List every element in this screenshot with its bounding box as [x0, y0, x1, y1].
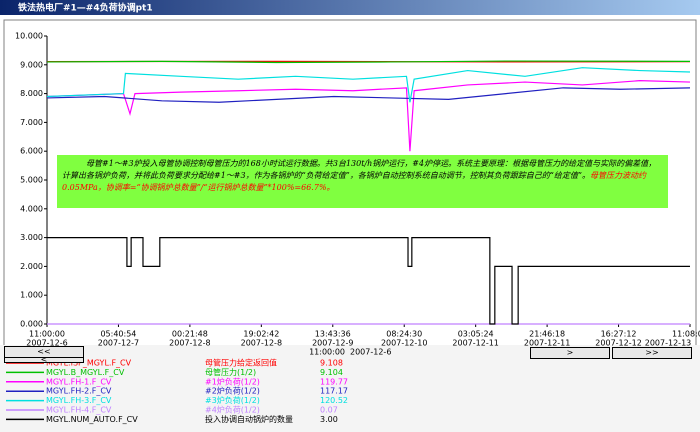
- legend-value: 120.52: [320, 396, 348, 405]
- x-tick-label: 11:08:06: [672, 330, 700, 339]
- x-tick-label: 03:05:24: [458, 330, 494, 339]
- legend-value: 119.77: [320, 377, 348, 386]
- x-tick-date: 2007-12-8: [169, 339, 210, 348]
- legend-description: #4炉负荷(1/2): [205, 405, 260, 415]
- legend-description: #2炉负荷(1/2): [205, 386, 260, 396]
- y-tick-label: 5.000: [20, 176, 43, 185]
- x-tick-date: 2007-12-6: [26, 339, 67, 348]
- series-line: [46, 87, 691, 103]
- legend-description: 投入协调自动锅炉的数量: [205, 414, 293, 424]
- prev-button[interactable]: <: [4, 357, 84, 363]
- legend-value: 9.108: [320, 359, 343, 368]
- legend-description: #3炉负荷(1/2): [205, 395, 260, 405]
- legend-value: 0.07: [320, 406, 338, 415]
- x-tick-date: 2007-12-11: [452, 339, 499, 348]
- series-line: [46, 80, 691, 152]
- legend-area: [0, 345, 700, 432]
- x-tick-label: 00:21:48: [172, 330, 208, 339]
- x-tick-label: 21:46:18: [529, 330, 565, 339]
- x-tick-label: 11:00:00: [29, 330, 65, 339]
- legend-tag: MGYL.ISP_MGYL.F_CV: [46, 359, 132, 368]
- x-tick-label: 16:27:12: [601, 330, 637, 339]
- x-tick-date: 2007-12-8: [241, 339, 282, 348]
- legend-tag: MGYL.FH-1.F_CV: [46, 377, 112, 386]
- series-line: [46, 67, 691, 103]
- legend-tag: MGYL.FH-2.F_CV: [46, 387, 112, 396]
- legend-value: 3.00: [320, 415, 338, 424]
- x-tick-date: 2007-12-13: [645, 339, 692, 348]
- y-tick-label: 0.000: [20, 320, 43, 329]
- legend-tag: MGYL.FH-4.F_CV: [46, 406, 112, 415]
- legend-tag: MGYL.B_MGYL.F_CV: [46, 368, 125, 377]
- annotation-box: 母管#1～#3炉投入母管协调控制母管压力的168小时试运行数据。共3台130t/…: [57, 155, 668, 208]
- y-tick-label: 9.000: [20, 60, 43, 69]
- legend-description: 母管压力给定返回值: [205, 358, 277, 368]
- y-tick-label: 7.000: [20, 118, 43, 127]
- x-tick-date: 2007-12-10: [381, 339, 428, 348]
- x-tick-label: 13:43:36: [315, 330, 351, 339]
- legend-description: 母管压力(1/2): [205, 367, 256, 377]
- y-tick-label: 4.000: [20, 204, 43, 213]
- y-tick-label: 2.000: [20, 262, 43, 271]
- annotation-text: 母管#1～#3炉投入母管协调控制母管压力的168小时试运行数据。共3台130t/…: [62, 159, 657, 180]
- y-tick-label: 3.000: [20, 233, 43, 242]
- next-button[interactable]: >: [530, 347, 610, 359]
- legend-value: 9.104: [320, 368, 343, 377]
- x-tick-date: 2007-12-12: [595, 339, 642, 348]
- series-line: [47, 237, 690, 325]
- legend-tag: MGYL.NUM_AUTO.F_CV: [46, 415, 138, 424]
- x-tick-date: 2007-12-7: [98, 339, 139, 348]
- y-tick-label: 8.000: [20, 89, 43, 98]
- window-title: 铁法热电厂#1—#4负荷协调pt1: [18, 2, 153, 14]
- y-tick-label: 6.000: [20, 147, 43, 156]
- legend-tag: MGYL.FH-3.F_CV: [46, 396, 112, 405]
- series-line: [46, 60, 691, 64]
- last-button[interactable]: >>: [612, 347, 692, 359]
- annotation-text: 母管压力波动约0.05MPa，协调率=“协调锅炉总数量”/“运行锅炉总数量”*1…: [62, 171, 646, 192]
- x-tick-label: 19:02:42: [243, 330, 279, 339]
- cursor-date: 2007-12-6: [350, 348, 391, 357]
- x-tick-label: 05:40:54: [100, 330, 136, 339]
- y-tick-label: 1.000: [20, 291, 43, 300]
- y-tick-label: 10.000: [15, 32, 43, 41]
- legend-value: 117.17: [320, 387, 348, 396]
- x-tick-date: 2007-12-11: [524, 339, 571, 348]
- cursor-time: 11:00:00: [309, 348, 345, 357]
- x-tick-label: 08:24:30: [386, 330, 422, 339]
- title-bar: [0, 0, 700, 15]
- legend-description: #1炉负荷(1/2): [205, 376, 260, 386]
- x-tick-date: 2007-12-9: [312, 339, 353, 348]
